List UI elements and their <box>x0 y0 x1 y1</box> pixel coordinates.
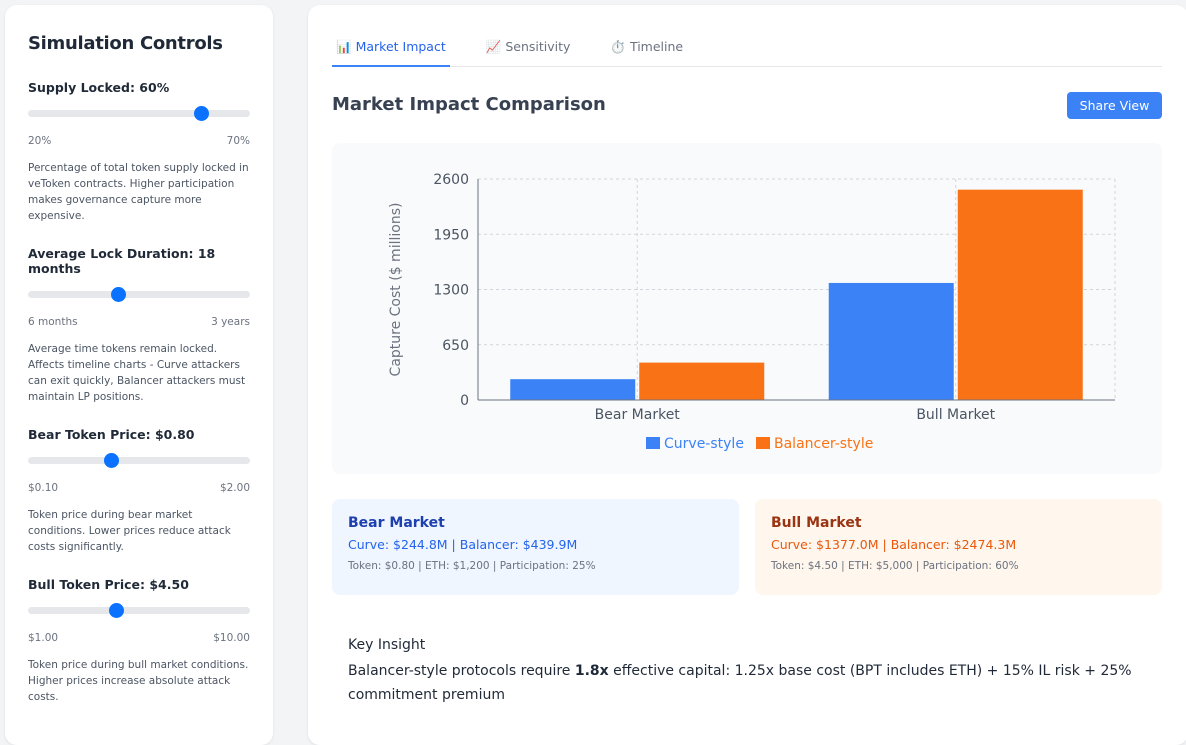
card-values: Curve: $244.8M | Balancer: $439.9M <box>348 537 578 552</box>
slider[interactable] <box>28 106 250 121</box>
y-tick-label: 1950 <box>433 227 469 243</box>
slider-min: $1.00 <box>28 632 59 644</box>
slider-thumb[interactable] <box>104 453 120 468</box>
slider-thumb[interactable] <box>110 287 126 302</box>
slider-min: 6 months <box>28 316 78 328</box>
simulation-controls-panel: Simulation Controls Supply Locked: 60% 2… <box>5 5 273 745</box>
bear-market-card: Bear Market Curve: $244.8M | Balancer: $… <box>332 499 739 595</box>
tab-timeline[interactable]: ⏱️ Timeline <box>606 33 687 67</box>
slider[interactable] <box>28 603 250 618</box>
legend-swatch <box>756 437 770 449</box>
bar-chart: 0 650 1300 1950 2600 Bear Market Bull Market Ca… <box>388 172 1116 452</box>
slider-max: $2.00 <box>219 482 250 494</box>
control-group: Supply Locked: 60% 20% 70% Percentage of … <box>28 80 250 224</box>
x-tick-label: Bull Market <box>916 407 995 423</box>
main-panel: 📊 Market Impact 📈 Sensitivity ⏱️ Timelin… <box>308 5 1186 745</box>
y-tick-label: 2600 <box>433 172 469 188</box>
control-label: Supply Locked: 60% <box>28 80 170 95</box>
slider-max: 70% <box>226 135 250 147</box>
y-axis-label: Capture Cost ($ millions) <box>388 203 404 377</box>
bar-chart-icon: 📊 <box>336 39 352 54</box>
legend-label[interactable]: Balancer-style <box>774 436 873 452</box>
insight-pre: Balancer-style protocols require <box>348 663 575 679</box>
insight-bold: 1.8x <box>574 663 609 679</box>
chart-container: 0 650 1300 1950 2600 Bear Market Bull Market Ca… <box>332 143 1162 474</box>
control-group: Bull Token Price: $4.50 $1.00 $10.00 Toke… <box>28 577 250 705</box>
tab-label: Timeline <box>629 39 684 54</box>
control-description: Token price during bear market condition… <box>28 509 231 553</box>
bar-balancer-style-1[interactable] <box>957 189 1083 400</box>
insight-title: Key Insight <box>348 637 426 653</box>
slider[interactable] <box>28 453 250 468</box>
slider-min: 20% <box>28 135 52 147</box>
slider-min: $0.10 <box>28 482 59 494</box>
control-group: Bear Token Price: $0.80 $0.10 $2.00 Token… <box>28 427 250 555</box>
tab-label: Market Impact <box>355 39 446 54</box>
control-description: Average time tokens remain locked. Affec… <box>28 343 246 403</box>
slider-max: 3 years <box>211 316 250 328</box>
tab-market-impact[interactable]: 📊 Market Impact <box>332 33 450 67</box>
y-tick-label: 650 <box>442 338 469 354</box>
slider-thumb[interactable] <box>108 603 124 618</box>
slider[interactable] <box>28 287 250 302</box>
control-description: Percentage of total token supply locked … <box>28 162 249 222</box>
insight-post: effective capital: 1.25x base cost (BPT … <box>348 663 1132 703</box>
control-group: Average Lock Duration: 18 months 6 month… <box>28 246 250 405</box>
control-label: Bear Token Price: $0.80 <box>28 427 195 442</box>
page-title: Market Impact Comparison <box>332 94 606 115</box>
control-description: Token price during bull market condition… <box>28 659 249 703</box>
control-label: Bull Token Price: $4.50 <box>28 577 189 592</box>
legend-label[interactable]: Curve-style <box>664 436 744 452</box>
tab-label: Sensitivity <box>505 39 571 54</box>
share-view-button[interactable]: Share View <box>1067 92 1162 119</box>
slider-thumb[interactable] <box>193 106 209 121</box>
control-label: Average Lock Duration: 18 months <box>28 246 216 276</box>
bull-market-card: Bull Market Curve: $1377.0M | Balancer: … <box>755 499 1162 595</box>
y-tick-label: 1300 <box>433 283 469 299</box>
line-chart-icon: 📈 <box>485 39 502 54</box>
key-insight: Key Insight Balancer-style protocols req… <box>348 637 1148 707</box>
insight-text: Balancer-style protocols require 1.8x ef… <box>348 659 1148 707</box>
card-meta: Token: $4.50 | ETH: $5,000 | Participati… <box>771 560 1019 572</box>
card-title: Bear Market <box>348 515 445 531</box>
tab-bar: 📊 Market Impact 📈 Sensitivity ⏱️ Timelin… <box>332 33 1162 67</box>
bar-curve-style-0[interactable] <box>510 379 636 400</box>
tab-sensitivity[interactable]: 📈 Sensitivity <box>482 33 575 67</box>
bar-balancer-style-0[interactable] <box>639 362 765 400</box>
card-values: Curve: $1377.0M | Balancer: $2474.3M <box>771 537 1017 552</box>
card-meta: Token: $0.80 | ETH: $1,200 | Participati… <box>348 560 596 572</box>
x-tick-label: Bear Market <box>595 407 681 423</box>
legend-swatch <box>646 437 660 449</box>
slider-max: $10.00 <box>213 632 250 644</box>
bar-curve-style-1[interactable] <box>828 282 954 400</box>
y-tick-label: 0 <box>460 393 469 409</box>
stopwatch-icon: ⏱️ <box>610 39 626 54</box>
panel-title: Simulation Controls <box>28 33 223 54</box>
card-title: Bull Market <box>771 515 862 531</box>
